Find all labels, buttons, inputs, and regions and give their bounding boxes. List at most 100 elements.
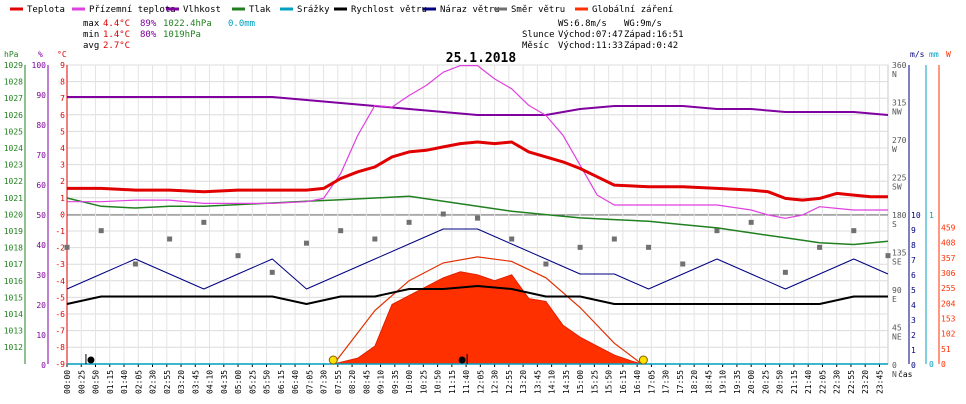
wind-direction-point bbox=[132, 261, 138, 267]
x-tick-label: 14:35 bbox=[562, 370, 571, 394]
x-tick-label: 04:10 bbox=[206, 370, 215, 394]
dir-tick-degree: 45 bbox=[892, 324, 902, 333]
stats-min-press: 1019hPa bbox=[163, 30, 201, 40]
info-slunce-set: Západ:16:51 bbox=[624, 30, 684, 40]
dir-tick-compass: NE bbox=[892, 333, 902, 342]
wind-direction-point bbox=[475, 215, 480, 221]
info-mesic-label: Měsíc bbox=[522, 41, 549, 51]
series-rychlost-vetru-line bbox=[66, 285, 888, 305]
hpa-tick-label: 1028 bbox=[4, 78, 23, 87]
dir-tick-compass: SW bbox=[892, 183, 902, 192]
dir-tick-compass: S bbox=[892, 220, 897, 229]
hpa-tick-label: 1019 bbox=[4, 227, 23, 236]
x-axis: 00:00 00:25 00:50 01:15 01:40 02:05 02:30 02:55… bbox=[63, 364, 884, 394]
pct-tick-label: 70 bbox=[36, 151, 46, 160]
wind-direction-point bbox=[269, 269, 275, 275]
stats-min-temp: 1.4°C bbox=[103, 30, 130, 40]
info-wg: WG:9m/s bbox=[624, 19, 662, 29]
w-tick-label: 51 bbox=[941, 345, 951, 354]
x-tick-label: 17:30 bbox=[662, 370, 671, 394]
pct-tick-label: 50 bbox=[36, 211, 46, 220]
axis-unit-w: W bbox=[946, 50, 951, 59]
info-mesic-set: Západ:0:42 bbox=[624, 41, 678, 51]
dir-tick-degree: 360 bbox=[892, 61, 907, 70]
ms-tick-label: 10 bbox=[911, 211, 921, 220]
x-tick-label: 10:50 bbox=[434, 370, 443, 394]
x-tick-label: 08:20 bbox=[348, 370, 357, 394]
pct-tick-label: 80 bbox=[36, 121, 46, 130]
x-tick-label: 11:40 bbox=[462, 370, 471, 394]
pct-tick-label: 100 bbox=[32, 61, 47, 70]
wind-direction-point bbox=[406, 219, 412, 225]
pct-tick-label: 90 bbox=[36, 91, 46, 100]
ms-tick-label: 3 bbox=[911, 316, 916, 325]
w-tick-label: 357 bbox=[941, 254, 956, 263]
axis-unit-time: čas bbox=[898, 369, 913, 379]
hpa-tick-label: 1012 bbox=[4, 343, 23, 352]
info-mesic-rise: Východ:11:33 bbox=[558, 41, 623, 51]
stats-max-press: 1022.4hPa bbox=[163, 19, 212, 29]
w-tick-label: 102 bbox=[941, 330, 956, 339]
dir-tick-degree: 135 bbox=[892, 249, 907, 258]
wind-direction-point bbox=[98, 228, 104, 234]
info-block: WS:6.8m/s WG:9m/s Slunce Východ:07:47 Zá… bbox=[522, 19, 684, 51]
x-tick-label: 04:35 bbox=[220, 370, 229, 394]
legend-label: Vlhkost bbox=[183, 5, 221, 15]
wind-direction-point bbox=[167, 236, 173, 242]
series-prizemni-teplota-line bbox=[67, 64, 888, 219]
x-tick-label: 02:05 bbox=[134, 370, 143, 394]
w-tick-label: 306 bbox=[941, 269, 956, 278]
x-tick-label: 02:55 bbox=[163, 370, 172, 394]
axis-unit-hpa: hPa bbox=[4, 50, 19, 59]
stats-max-rain: 0.0mm bbox=[228, 19, 255, 29]
x-tick-label: 11:15 bbox=[448, 370, 457, 394]
wind-direction-point bbox=[680, 261, 686, 267]
x-tick-label: 17:55 bbox=[676, 370, 685, 394]
temp-tick-label: 8 bbox=[60, 78, 65, 87]
temp-tick-label: 2 bbox=[60, 177, 65, 186]
dir-tick-compass: NW bbox=[892, 108, 902, 117]
w-tick-label: 0 bbox=[941, 360, 946, 369]
x-tick-label: 12:30 bbox=[491, 370, 500, 394]
legend-label: Tlak bbox=[249, 5, 271, 15]
wind-direction-point bbox=[235, 253, 241, 259]
hpa-tick-label: 1026 bbox=[4, 111, 23, 120]
temp-tick-label: -1 bbox=[55, 227, 65, 236]
dir-tick-compass: SE bbox=[892, 258, 902, 267]
left-axes: 1029102810271026102510241023102210211020… bbox=[4, 61, 68, 370]
wind-direction-point bbox=[611, 236, 617, 242]
x-tick-label: 20:50 bbox=[776, 370, 785, 394]
series-teoreticke-zareni-curve bbox=[333, 256, 643, 365]
x-tick-label: 22:05 bbox=[818, 370, 827, 394]
pct-tick-label: 10 bbox=[36, 331, 46, 340]
mm-tick-label: 0 bbox=[929, 360, 934, 369]
wind-direction-point bbox=[714, 228, 720, 234]
x-tick-label: 01:40 bbox=[120, 370, 129, 394]
dir-tick-compass: N bbox=[892, 70, 897, 79]
wind-direction-point bbox=[748, 219, 754, 225]
hpa-tick-label: 1014 bbox=[4, 310, 23, 319]
moonrise-marker bbox=[458, 356, 466, 364]
ms-tick-label: 0 bbox=[911, 361, 916, 370]
x-tick-label: 10:00 bbox=[405, 370, 414, 394]
x-tick-label: 00:00 bbox=[63, 370, 72, 394]
wind-direction-point bbox=[817, 244, 823, 250]
wind-direction-point bbox=[782, 269, 788, 275]
x-tick-label: 14:10 bbox=[548, 370, 557, 394]
plot-area bbox=[64, 64, 891, 365]
moonset-marker bbox=[87, 356, 95, 364]
stats-max-temp: 4.4°C bbox=[103, 19, 130, 29]
w-tick-label: 408 bbox=[941, 239, 956, 248]
pct-tick-label: 20 bbox=[36, 301, 46, 310]
x-tick-label: 23:20 bbox=[861, 370, 870, 394]
wind-direction-point bbox=[646, 244, 652, 250]
info-slunce-label: Slunce bbox=[522, 30, 555, 40]
sun-moon-markers bbox=[85, 354, 648, 365]
dir-tick-compass: N bbox=[892, 370, 897, 379]
wind-direction-point bbox=[577, 244, 583, 250]
x-tick-label: 18:20 bbox=[690, 370, 699, 394]
wind-direction-point bbox=[201, 219, 207, 225]
x-tick-label: 21:40 bbox=[804, 370, 813, 394]
hpa-tick-label: 1021 bbox=[4, 194, 23, 203]
